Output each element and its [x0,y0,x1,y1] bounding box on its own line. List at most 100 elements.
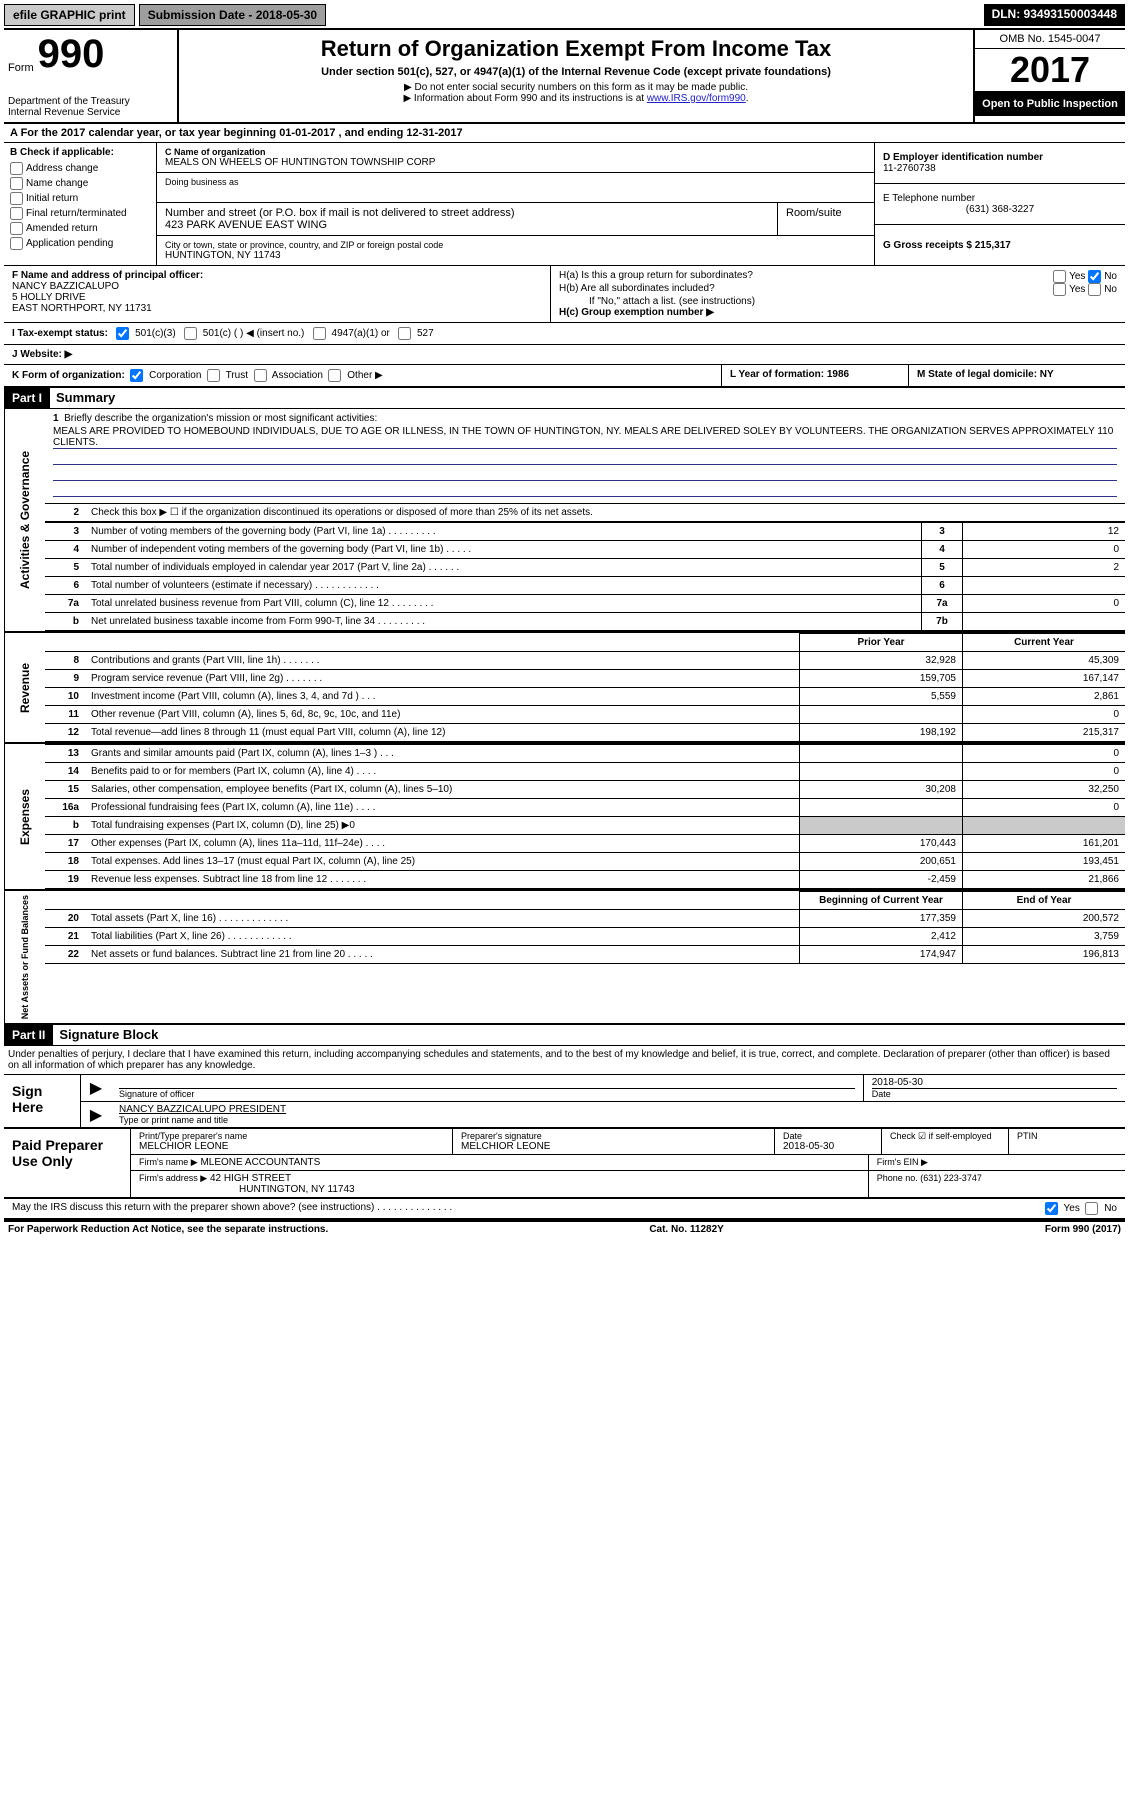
form-number: 990 [38,34,105,74]
discuss-no[interactable] [1085,1202,1098,1215]
prep-name: MELCHIOR LEONE [139,1141,444,1152]
side-revenue: Revenue [4,633,45,742]
current-year-val: 215,317 [963,724,1126,742]
line-desc: Net assets or fund balances. Subtract li… [85,946,800,964]
line-no: 18 [45,853,85,871]
line-desc: Professional fundraising fees (Part IX, … [85,799,800,817]
eoy-val: 3,759 [963,928,1126,946]
dept-irs: Internal Revenue Service [8,107,173,118]
mission-label: Briefly describe the organization's miss… [64,413,377,424]
line-val: 12 [963,523,1126,541]
line-desc: Investment income (Part VIII, column (A)… [85,688,800,706]
ein-label: D Employer identification number [883,152,1043,163]
footer-left: For Paperwork Reduction Act Notice, see … [8,1224,328,1235]
firm-phone: Phone no. (631) 223-3747 [869,1171,1125,1197]
prior-year-val: 30,208 [800,781,963,799]
side-expenses: Expenses [4,744,45,889]
line-desc: Total number of individuals employed in … [85,559,922,577]
org-name: MEALS ON WHEELS OF HUNTINGTON TOWNSHIP C… [165,157,866,168]
h-a-yes[interactable] [1053,270,1066,283]
line-no: 21 [45,928,85,946]
cb-final-return[interactable]: Final return/terminated [10,207,150,220]
line-no: b [45,613,85,631]
page-footer: For Paperwork Reduction Act Notice, see … [4,1222,1125,1237]
officer-addr2: EAST NORTHPORT, NY 11731 [12,303,542,314]
current-year-val: 0 [963,799,1126,817]
line-desc: Total liabilities (Part X, line 26) . . … [85,928,800,946]
h-b-label: H(b) Are all subordinates included? [559,283,715,296]
line-2: Check this box ▶ ☐ if the organization d… [85,504,1125,522]
dba-label: Doing business as [165,177,866,187]
side-net-assets: Net Assets or Fund Balances [4,891,45,1023]
line-no: 7a [45,595,85,613]
prior-year-val [800,706,963,724]
cb-address-change[interactable]: Address change [10,162,150,175]
cb-amended-return[interactable]: Amended return [10,222,150,235]
cb-527[interactable] [398,327,411,340]
header-right: OMB No. 1545-0047 2017 Open to Public In… [973,30,1125,122]
discuss-yes[interactable] [1045,1202,1058,1215]
open-inspection: Open to Public Inspection [975,92,1125,116]
irs-link[interactable]: www.IRS.gov/form990 [647,93,746,104]
col-current-year: Current Year [963,634,1126,652]
efile-print-button[interactable]: efile GRAPHIC print [4,4,135,26]
line-desc: Total unrelated business revenue from Pa… [85,595,922,613]
sig-date-label: Date [872,1088,1117,1099]
dept-treasury: Department of the Treasury [8,96,173,107]
prep-name-label: Print/Type preparer's name [139,1131,444,1141]
officer-name: NANCY BAZZICALUPO [12,281,542,292]
sig-date: 2018-05-30 [872,1077,1117,1088]
prior-year-val [800,799,963,817]
prep-self-employed[interactable]: Check ☑ if self-employed [882,1129,1009,1154]
officer-addr1: 5 HOLLY DRIVE [12,292,542,303]
line-no: 3 [45,523,85,541]
line-no: 16a [45,799,85,817]
cb-other[interactable] [328,369,341,382]
h-b-yes[interactable] [1053,283,1066,296]
col-eoy: End of Year [963,892,1126,910]
prior-year-val [800,763,963,781]
cb-application-pending[interactable]: Application pending [10,237,150,250]
cb-corporation[interactable] [130,369,143,382]
city-label: City or town, state or province, country… [165,240,866,250]
current-year-val: 0 [963,763,1126,781]
line-no: 22 [45,946,85,964]
current-year-val: 0 [963,706,1126,724]
header-mid: Return of Organization Exempt From Incom… [179,30,973,122]
cb-501c[interactable] [184,327,197,340]
arrow-icon: ▶ [81,1102,111,1127]
line-no: 20 [45,910,85,928]
prep-sig-label: Preparer's signature [461,1131,766,1141]
line-desc: Net unrelated business taxable income fr… [85,613,922,631]
cb-501c3[interactable] [116,327,129,340]
cb-association[interactable] [254,369,267,382]
line-no: 5 [45,559,85,577]
prior-year-val [800,745,963,763]
line-desc: Benefits paid to or for members (Part IX… [85,763,800,781]
current-year-val: 2,861 [963,688,1126,706]
line-box: 5 [922,559,963,577]
room-label: Room/suite [786,207,866,219]
cb-name-change[interactable]: Name change [10,177,150,190]
street-address: 423 PARK AVENUE EAST WING [165,219,769,231]
line-val [963,577,1126,595]
tel-label: E Telephone number [883,193,1117,204]
line-desc: Contributions and grants (Part VIII, lin… [85,652,800,670]
h-a-no[interactable] [1088,270,1101,283]
line-box: 6 [922,577,963,595]
line-box: 7b [922,613,963,631]
line-box: 3 [922,523,963,541]
cb-4947[interactable] [313,327,326,340]
line-no: 6 [45,577,85,595]
cb-trust[interactable] [207,369,220,382]
current-year-val: 167,147 [963,670,1126,688]
cb-initial-return[interactable]: Initial return [10,192,150,205]
footer-right: Form 990 (2017) [1045,1224,1121,1235]
h-b-no[interactable] [1088,283,1101,296]
line-no: 14 [45,763,85,781]
box-f-officer: F Name and address of principal officer:… [4,266,551,322]
line-no: 19 [45,871,85,889]
box-b-header: B Check if applicable: [10,147,150,158]
current-year-val: 45,309 [963,652,1126,670]
line-no: 10 [45,688,85,706]
